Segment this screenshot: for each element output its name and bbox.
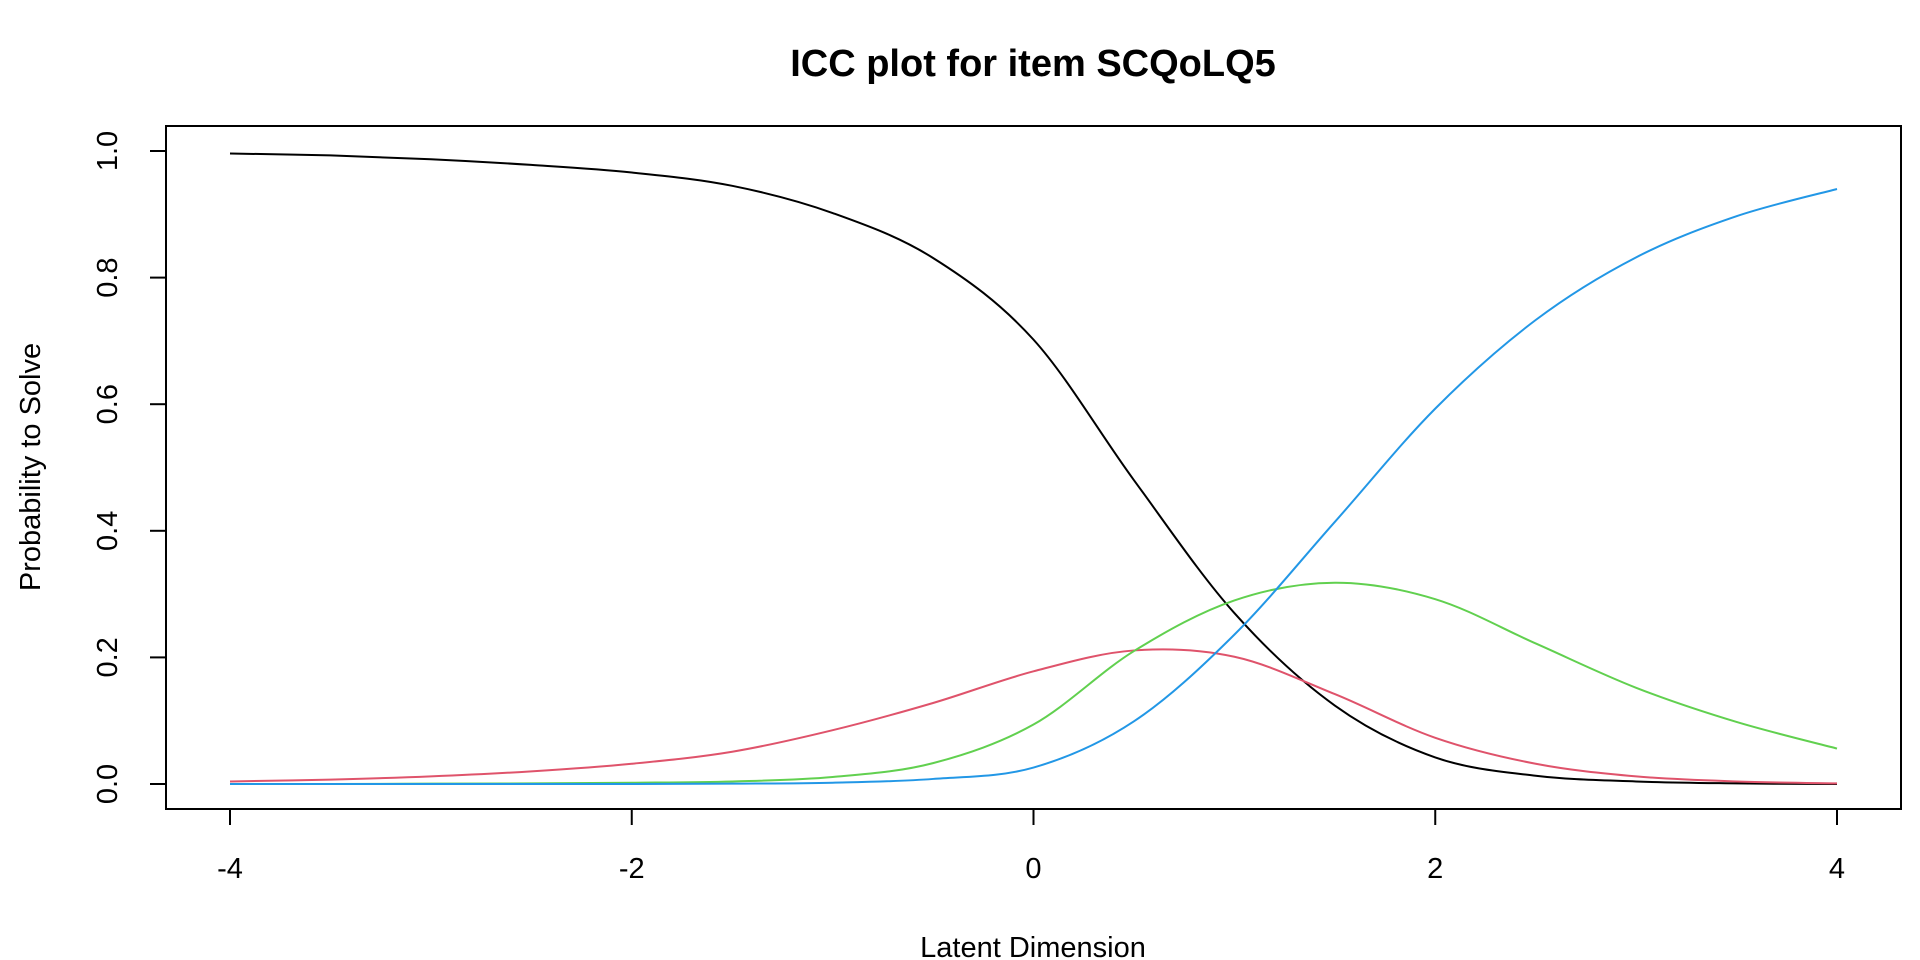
series-line-4 — [230, 188, 1838, 786]
x-tick-label: 0 — [1025, 853, 1041, 885]
chart-title: ICC plot for item SCQoLQ5 — [790, 43, 1276, 85]
x-tick-label: 4 — [1829, 853, 1845, 885]
series-line-3 — [229, 581, 1838, 786]
y-tick-label: 1.0 — [92, 131, 124, 171]
x-tick-label: -4 — [217, 853, 243, 885]
plot-frame — [165, 125, 1902, 810]
y-tick-label: 0.0 — [92, 764, 124, 804]
x-axis-label: Latent Dimension — [920, 932, 1146, 960]
y-tick-label: 0.4 — [92, 511, 124, 551]
series-line-2 — [229, 648, 1838, 785]
y-axis-label: Probability to Solve — [15, 343, 47, 591]
series-layer — [229, 152, 1838, 786]
y-axis: 0.0 0.2 0.4 0.6 0.8 1.0 — [92, 131, 167, 804]
y-tick-label: 0.6 — [92, 384, 124, 424]
x-axis: -4 -2 0 2 4 — [217, 808, 1845, 885]
series-line-1 — [229, 152, 1838, 785]
x-tick-label: -2 — [619, 853, 645, 885]
x-tick-label: 2 — [1427, 853, 1443, 885]
y-tick-label: 0.2 — [92, 637, 124, 677]
y-tick-label: 0.8 — [92, 257, 124, 297]
